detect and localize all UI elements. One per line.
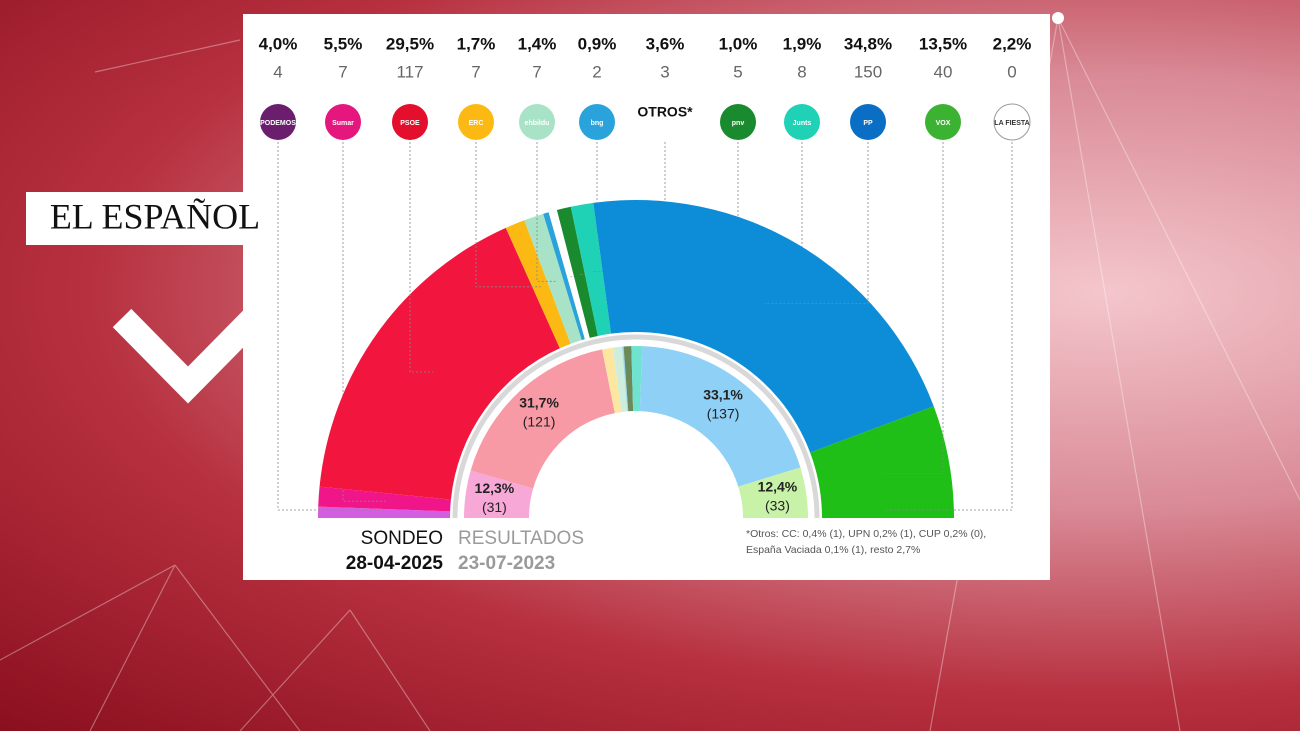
seat-count: 3 xyxy=(660,62,669,81)
chevron xyxy=(112,308,264,404)
vote-share-label: 5,5% xyxy=(324,34,363,53)
vote-share-label: 1,4% xyxy=(518,34,557,53)
party-logo xyxy=(993,103,1031,141)
footnote: España Vaciada 0,1% (1), resto 2,7% xyxy=(746,544,920,556)
vote-share-label: 3,6% xyxy=(646,34,685,53)
seat-count: 7 xyxy=(338,62,347,81)
previous-seats: (137) xyxy=(707,405,740,421)
seat-arc xyxy=(318,486,451,512)
seat-arc xyxy=(570,202,612,336)
seat-count: 40 xyxy=(934,62,953,81)
seat-count: 5 xyxy=(733,62,742,81)
seat-count: 4 xyxy=(273,62,282,81)
party-name: PP xyxy=(863,120,873,127)
poll-date: 28-04-2025 xyxy=(346,553,444,574)
brand-box xyxy=(26,192,285,245)
previous-date: 23-07-2023 xyxy=(458,553,555,574)
previous-arc xyxy=(602,347,622,414)
leader-line xyxy=(881,142,944,474)
seat-arc xyxy=(593,199,934,453)
party-logo xyxy=(784,104,820,140)
party-name: PSOE xyxy=(400,120,420,127)
previous-seats: (121) xyxy=(523,414,556,430)
previous-arc xyxy=(612,346,628,412)
party-logo xyxy=(260,104,296,140)
previous-percent: 31,7% xyxy=(519,395,559,411)
previous-arc xyxy=(470,349,615,489)
party-logo xyxy=(850,104,886,140)
leader-line xyxy=(475,142,541,288)
seat-count: 117 xyxy=(396,62,423,81)
seat-count: 7 xyxy=(532,62,541,81)
party-name: ERC xyxy=(469,120,484,127)
party-name: LA FIESTA xyxy=(994,120,1029,127)
previous-label: RESULTADOS xyxy=(458,528,584,549)
previous-ring-border xyxy=(452,334,820,519)
seat-count: 7 xyxy=(471,62,480,81)
leader-line xyxy=(764,142,869,304)
vote-share-label: 13,5% xyxy=(919,34,967,53)
party-name: VOX xyxy=(936,120,951,127)
seat-arc xyxy=(505,220,571,349)
previous-arc xyxy=(623,346,634,412)
seat-arc xyxy=(548,209,590,340)
vote-share-label: 1,9% xyxy=(783,34,822,53)
vote-share-label: 1,0% xyxy=(719,34,758,53)
seat-arc xyxy=(543,212,585,341)
previous-arc xyxy=(738,467,808,518)
previous-arc xyxy=(622,346,629,412)
party-logo xyxy=(925,104,961,140)
party-logo xyxy=(458,104,494,140)
light-dot xyxy=(1052,12,1064,24)
party-logo xyxy=(579,104,615,140)
vote-share-label: 4,0% xyxy=(259,34,298,53)
vote-share-label: 0,9% xyxy=(578,34,617,53)
previous-percent: 12,3% xyxy=(475,480,515,496)
party-name: Sumar xyxy=(332,120,354,127)
seat-arc xyxy=(319,227,560,500)
party-name: ehbildu xyxy=(525,120,550,127)
vote-share-label: 2,2% xyxy=(993,34,1032,53)
poll-label: SONDEO xyxy=(361,528,443,549)
party-name: pnv xyxy=(732,120,745,127)
seat-arc xyxy=(556,206,598,338)
previous-seats: (33) xyxy=(765,497,790,513)
vote-share-label: 1,7% xyxy=(457,34,496,53)
party-logo xyxy=(325,104,361,140)
previous-percent: 12,4% xyxy=(758,478,798,494)
previous-seats: (31) xyxy=(482,499,507,515)
previous-arc xyxy=(639,346,801,487)
leader-line xyxy=(277,142,387,511)
party-name: bng xyxy=(591,120,604,127)
seat-arc xyxy=(810,406,954,518)
party-name: OTROS* xyxy=(637,104,693,120)
hemicycle-chart: 4,0% 4 PODEMOS 5,5% 7 Sumar 29,5% 117 PSOE 1,7% 7 E… xyxy=(259,34,1032,519)
previous-arc xyxy=(464,470,534,518)
previous-percent: 33,1% xyxy=(703,386,743,402)
previous-arc xyxy=(631,346,643,412)
seat-count: 8 xyxy=(797,62,806,81)
leader-line xyxy=(342,142,387,502)
party-name: Junts xyxy=(793,120,812,127)
seat-arc xyxy=(524,213,582,344)
vote-share-label: 34,8% xyxy=(844,34,892,53)
party-logo xyxy=(720,104,756,140)
leader-line xyxy=(409,142,434,373)
footnote: *Otros: CC: 0,4% (1), UPN 0,2% (1), CUP … xyxy=(746,528,986,540)
brand-logo: EL ESPAÑOL xyxy=(50,196,260,236)
vote-share-label: 29,5% xyxy=(386,34,434,53)
party-logo xyxy=(519,104,555,140)
seat-arc xyxy=(318,506,451,518)
seat-count: 150 xyxy=(854,62,882,81)
party-logo xyxy=(392,104,428,140)
seat-count: 0 xyxy=(1007,62,1016,81)
party-name: PODEMOS xyxy=(260,120,296,127)
seat-count: 2 xyxy=(592,62,601,81)
leader-line xyxy=(886,142,1013,511)
